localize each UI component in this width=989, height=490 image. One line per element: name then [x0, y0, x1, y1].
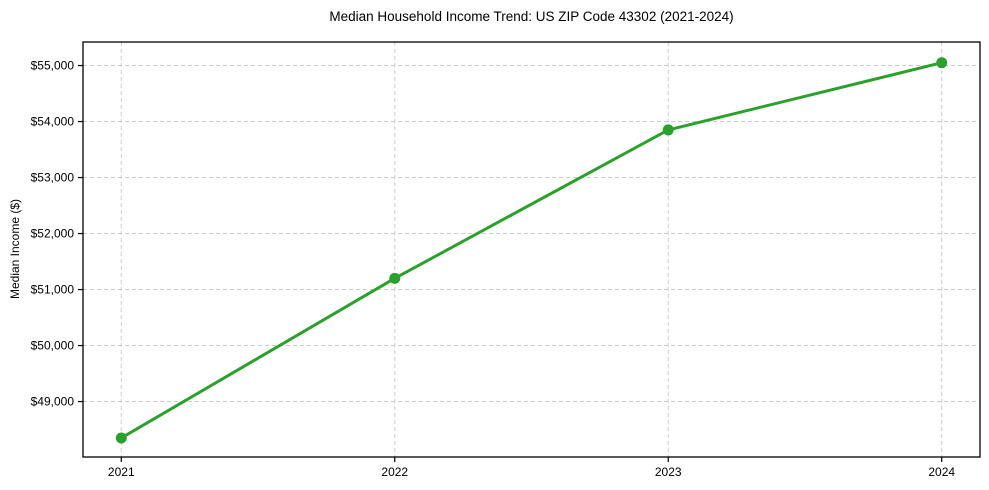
y-tick-label: $52,000 [31, 227, 75, 241]
data-point [936, 57, 948, 69]
data-point [389, 272, 401, 284]
data-point [115, 432, 127, 444]
data-point [662, 124, 674, 136]
x-tick-label: 2023 [655, 465, 682, 479]
income-line [119, 61, 944, 440]
plot-border [82, 41, 981, 458]
y-tick-label: $50,000 [31, 339, 75, 353]
x-tick-label: 2022 [381, 465, 408, 479]
x-tick-label: 2021 [108, 465, 135, 479]
y-tick-label: $49,000 [31, 395, 75, 409]
chart-title: Median Household Income Trend: US ZIP Co… [329, 9, 734, 24]
y-tick-label: $51,000 [31, 283, 75, 297]
x-tick-label: 2024 [928, 465, 955, 479]
y-tick-label: $54,000 [31, 115, 75, 129]
y-tick-label: $53,000 [31, 171, 75, 185]
y-tick-label: $55,000 [31, 59, 75, 73]
